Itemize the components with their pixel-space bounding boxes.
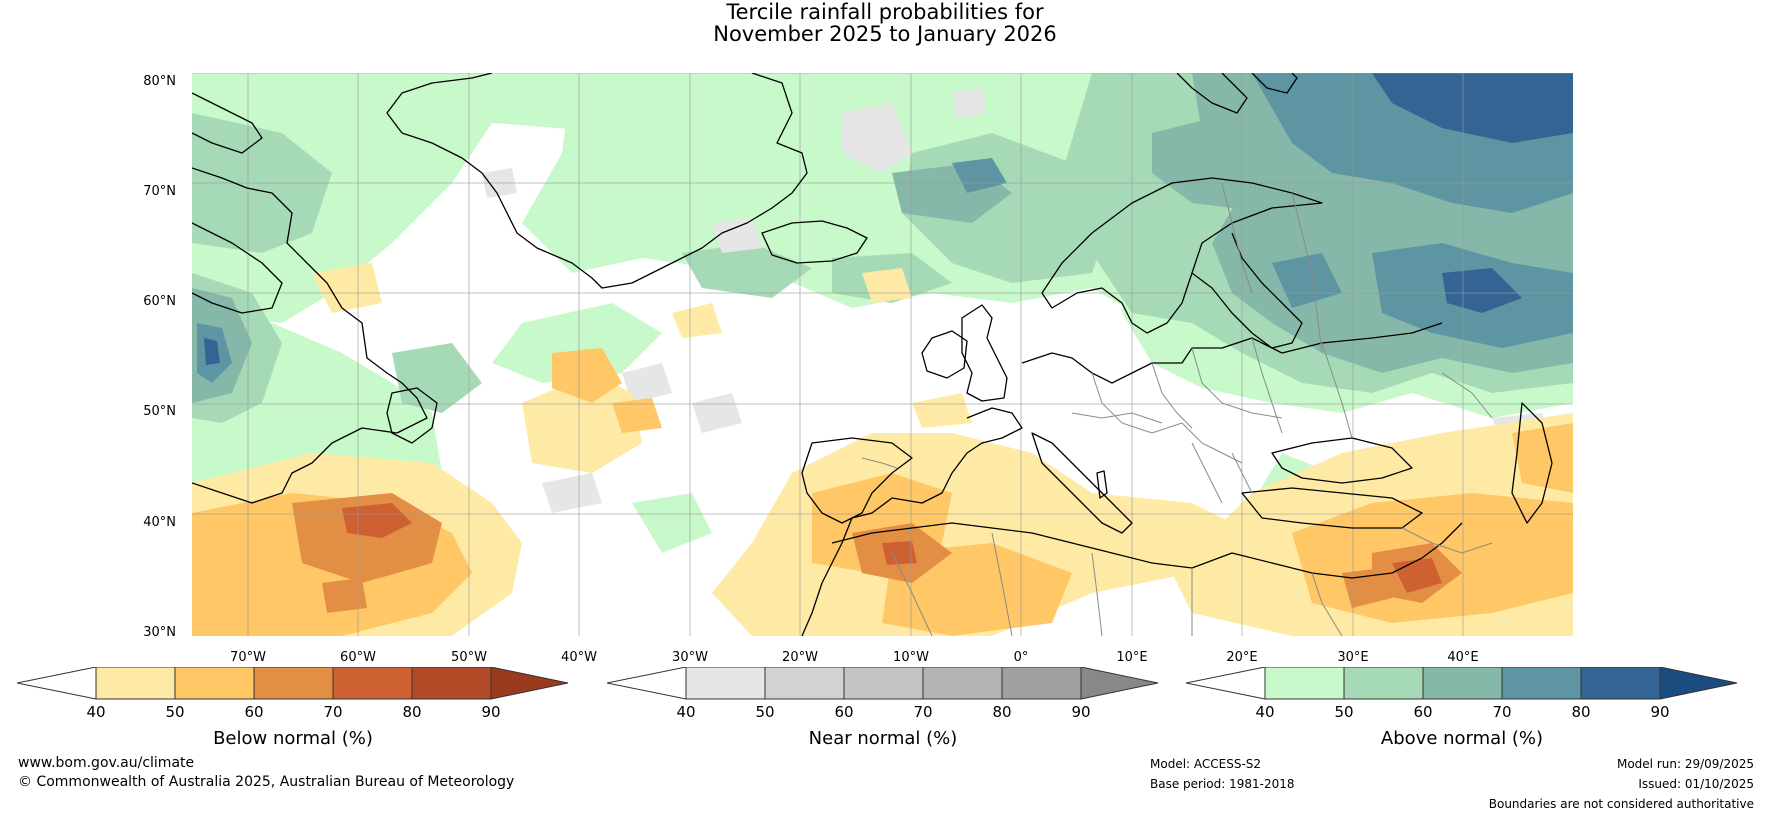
colorbar-near-label: Near normal (%) [808, 728, 958, 749]
colorbar-below-tick-80: 80 [402, 703, 422, 721]
lon-label-40e: 40°E [1447, 650, 1479, 665]
lat-label-60n: 60°N [143, 294, 176, 309]
website-link[interactable]: www.bom.gov.au/climate [18, 755, 195, 771]
model-run-date: Model run: 29/09/2025 [1616, 757, 1754, 771]
coast-newfoundland [386, 387, 438, 444]
coast-svalbard [1176, 73, 1248, 114]
colorbar-above-bin-50-60 [1343, 667, 1424, 700]
colorbar-below-bin-50-60 [174, 667, 255, 700]
above-normal-80-90-areas [204, 73, 1573, 365]
coast-caspian [1511, 402, 1553, 524]
colorbar-below-bin-40-50 [95, 667, 176, 700]
colorbar-below-label: Below normal (%) [213, 728, 373, 749]
lon-label-10w: 10°W [893, 650, 929, 665]
colorbar-above-tick-70: 70 [1492, 703, 1512, 721]
coast-iceland [761, 220, 868, 264]
colorbar-below-min-extension [17, 667, 97, 700]
lat-label-80n: 80°N [143, 74, 176, 89]
lon-label-20w: 20°W [782, 650, 818, 665]
coast-turkey [1241, 487, 1423, 529]
coast-scandinavia [1041, 177, 1323, 334]
colorbar-near-tick-70: 70 [913, 703, 933, 721]
colorbar-near-bin-80-90 [1001, 667, 1082, 700]
coast-ireland [921, 330, 968, 379]
colorbar-below-tick-90: 90 [481, 703, 501, 721]
lon-label-50w: 50°W [451, 650, 487, 665]
colorbar-above-tick-40: 40 [1255, 703, 1275, 721]
colorbar-below-bin-80-90 [411, 667, 492, 700]
lon-label-30e: 30°E [1337, 650, 1369, 665]
lon-label-20e: 20°E [1226, 650, 1258, 665]
lat-label-40n: 40°N [143, 515, 176, 530]
colorbar-below-tick-50: 50 [165, 703, 185, 721]
colorbar-below-tick-40: 40 [86, 703, 106, 721]
colorbar-near-bin-60-70 [843, 667, 924, 700]
graticule [192, 73, 1573, 636]
coast-labrador [192, 167, 428, 504]
colorbar-near-min-extension [607, 667, 687, 700]
colorbar-below-tick-60: 60 [244, 703, 264, 721]
colorbar-above-label: Above normal (%) [1380, 728, 1544, 749]
colorbar-above-bin-80-90 [1580, 667, 1661, 700]
coastlines [192, 73, 1553, 636]
colorbar-near-bin-70-80 [922, 667, 1003, 700]
colorbar-above-min-extension [1186, 667, 1266, 700]
colorbar-below-tick-70: 70 [323, 703, 343, 721]
base-period: Base period: 1981-2018 [1150, 777, 1295, 791]
colorbar-near-tick-60: 60 [834, 703, 854, 721]
lon-label-30w: 30°W [672, 650, 708, 665]
colorbar-above-tick-90: 90 [1650, 703, 1670, 721]
colorbar-above-normal [1186, 667, 1738, 700]
country-borders [861, 182, 1493, 636]
colorbar-above-max-extension [1659, 667, 1738, 700]
lon-label-60w: 60°W [340, 650, 376, 665]
coast-north-africa [831, 522, 1463, 579]
colorbar-below-normal [17, 667, 569, 700]
lat-label-50n: 50°N [143, 404, 176, 419]
lon-label-10e: 10°E [1116, 650, 1148, 665]
coast-black-sea [1271, 437, 1413, 484]
colorbar-near-bin-50-60 [764, 667, 845, 700]
colorbar-near-normal [607, 667, 1159, 700]
colorbar-near-bin-40-50 [685, 667, 766, 700]
lat-label-70n: 70°N [143, 184, 176, 199]
chart-title-line1: Tercile rainfall probabilities for [726, 0, 1044, 24]
boundaries-disclaimer: Boundaries are not considered authoritat… [1488, 797, 1754, 811]
coast-great-britain [961, 304, 1008, 402]
colorbar-near-tick-90: 90 [1071, 703, 1091, 721]
coast-iberia [801, 437, 913, 524]
colorbar-above-tick-80: 80 [1571, 703, 1591, 721]
copyright-text: © Commonwealth of Australia 2025, Austra… [18, 774, 515, 790]
colorbar-near-tick-50: 50 [755, 703, 775, 721]
colorbar-below-bin-60-70 [253, 667, 334, 700]
coast-greenland [401, 73, 808, 289]
lat-label-30n: 30°N [143, 625, 176, 640]
colorbar-above-tick-60: 60 [1413, 703, 1433, 721]
colorbar-above-bin-70-80 [1501, 667, 1582, 700]
rainfall-probability-map [192, 73, 1573, 636]
coast-europe [1021, 322, 1443, 384]
colorbar-below-bin-70-80 [332, 667, 413, 700]
colorbar-near-tick-80: 80 [992, 703, 1012, 721]
lon-label-0: 0° [1013, 650, 1029, 665]
colorbar-above-bin-40-50 [1264, 667, 1345, 700]
lon-label-40w: 40°W [561, 650, 597, 665]
model-name: Model: ACCESS-S2 [1150, 757, 1262, 771]
coast-italy [1031, 432, 1133, 534]
colorbar-above-tick-50: 50 [1334, 703, 1354, 721]
colorbar-near-tick-40: 40 [676, 703, 696, 721]
issued-date: Issued: 01/10/2025 [1638, 777, 1754, 791]
lon-label-70w: 70°W [230, 650, 266, 665]
chart-title-line2: November 2025 to January 2026 [713, 22, 1057, 46]
colorbar-near-max-extension [1080, 667, 1159, 700]
colorbar-below-max-extension [490, 667, 569, 700]
colorbar-above-bin-60-70 [1422, 667, 1503, 700]
